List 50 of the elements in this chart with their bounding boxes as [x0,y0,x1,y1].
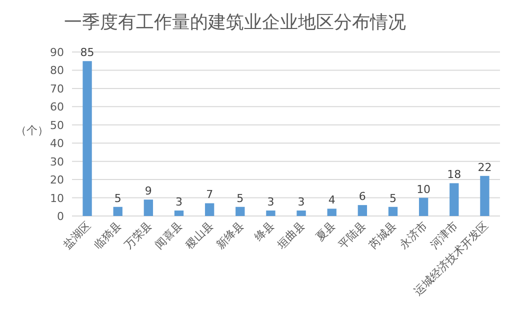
data-label: 4 [328,194,336,207]
bar [388,206,398,216]
bar [144,200,154,216]
x-tick-label: 绛县 [252,218,277,244]
y-tick-label: 50 [50,118,64,132]
x-tick-label: 垣曲县 [274,218,308,252]
x-tick-label: 临猗县 [91,218,124,252]
bar [418,198,428,216]
bar [174,210,184,216]
y-tick-label: 60 [50,100,64,114]
bar [236,206,245,216]
x-tick-label: 平陆县 [336,218,369,252]
y-tick-label: 40 [50,137,64,150]
x-tick-label: 新绛县 [214,218,246,252]
data-label: 10 [416,182,431,196]
y-tick-label: 80 [50,64,64,78]
bar [358,205,368,216]
data-label: 5 [114,192,122,205]
bar [204,203,214,216]
data-label: 85 [80,46,94,60]
data-label: 5 [236,192,244,205]
y-axis-title: （个） [16,124,48,137]
data-label: 9 [144,184,152,198]
y-tick-label: 90 [50,46,64,59]
y-tick-label: 30 [50,155,64,168]
chart-title: 一季度有工作量的建筑业企业地区分布情况 [64,12,406,33]
data-label: 3 [267,196,274,209]
bar [480,176,490,216]
bar [327,208,336,216]
bar [266,210,276,216]
data-label: 18 [447,168,462,182]
y-tick-label: 10 [50,192,64,205]
data-label: 6 [358,190,366,204]
y-tick-label: 70 [50,82,64,96]
x-tick-label: 永济市 [397,218,430,252]
bar [296,210,306,216]
bar [82,61,92,216]
data-label: 3 [176,196,182,209]
data-label: 5 [390,192,396,205]
data-label: 3 [298,196,305,209]
x-tick-label: 稷山县 [183,218,216,252]
data-label: 7 [206,188,214,202]
x-tick-label: 万荣县 [122,218,155,252]
y-tick-label: 20 [50,174,64,187]
bar [113,206,122,216]
data-label: 22 [478,160,492,174]
bar [450,183,459,216]
x-tick-label: 夏县 [313,218,338,244]
x-tick-label: 闻喜县 [152,218,186,252]
x-tick-label: 芮城县 [366,218,400,252]
